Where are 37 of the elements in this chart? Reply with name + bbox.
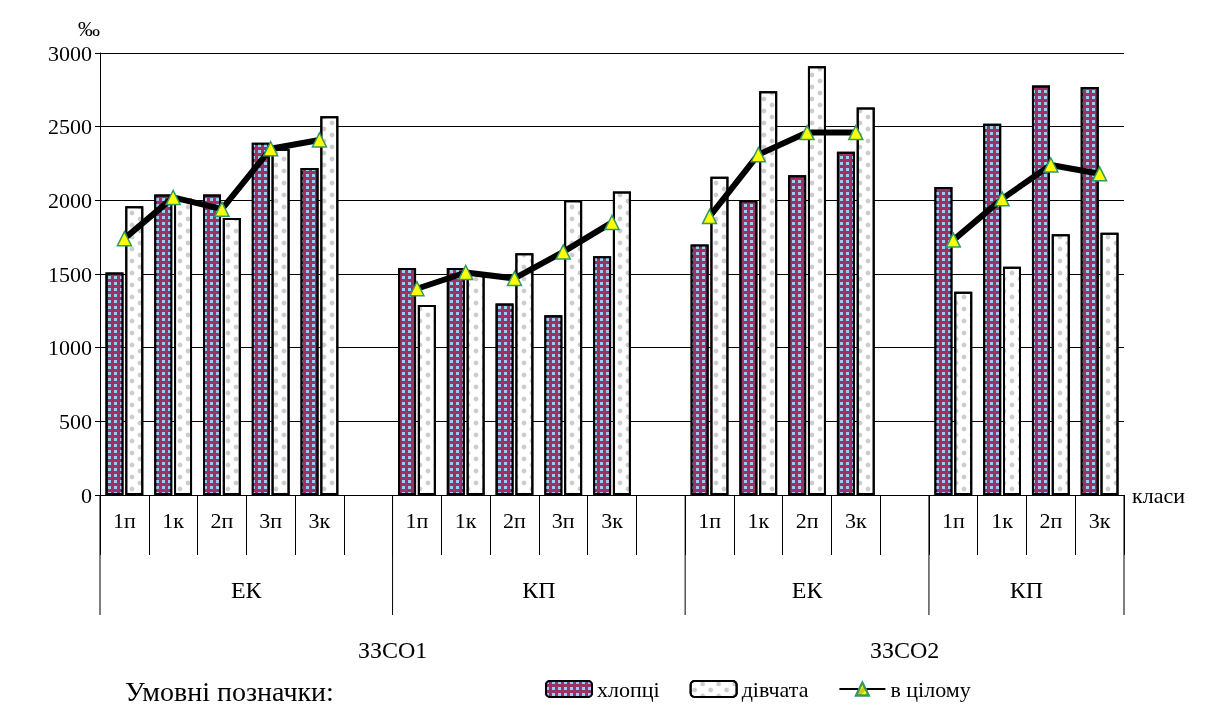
x-axis-title: класи — [1132, 482, 1186, 508]
text: ЕК — [230, 577, 263, 603]
x-tick-label: 3п — [551, 507, 575, 533]
x-tick-label: 3к — [844, 507, 867, 533]
text: КП — [522, 577, 556, 603]
y-tick-label: 2000 — [48, 187, 92, 213]
x-tick-label: 1к — [991, 507, 1014, 533]
y-axis-title: ‰ — [78, 15, 100, 41]
x-tick-label: 2п — [503, 507, 527, 533]
text: ЗЗСО2 — [869, 637, 940, 663]
x-tick-label: 1п — [405, 507, 429, 533]
text: ЕК — [791, 577, 824, 603]
x-tick-label: 1к — [747, 507, 770, 533]
x-tick-label: 3к — [1088, 507, 1111, 533]
y-tick-label: 1000 — [48, 335, 92, 361]
x-tick-label: 2п — [1039, 507, 1063, 533]
x-tick-label: 2п — [795, 507, 819, 533]
x-tick-label: 3к — [308, 507, 331, 533]
x-tick-label: 1п — [112, 507, 136, 533]
y-tick-label: 3000 — [48, 40, 92, 66]
y-tick-label: 2500 — [48, 114, 92, 140]
y-tick-label: 0 — [81, 482, 92, 508]
legend-title: Умовні позначки: — [125, 675, 334, 707]
legend-label: хлопці — [597, 676, 660, 702]
text: КП — [1009, 577, 1044, 603]
y-tick-label: 500 — [59, 408, 92, 434]
text: ЗЗСО1 — [357, 637, 428, 663]
y-tick-label: 1500 — [48, 261, 92, 287]
x-tick-label: 1п — [941, 507, 965, 533]
legend-label: в цілому — [890, 676, 971, 702]
x-tick-label: 1п — [698, 507, 722, 533]
legend-label: дівчата — [741, 676, 809, 702]
x-tick-label: 1к — [454, 507, 477, 533]
x-tick-label: 3к — [601, 507, 624, 533]
x-tick-label: 2п — [210, 507, 234, 533]
x-tick-label: 1к — [162, 507, 185, 533]
x-tick-label: 3п — [259, 507, 283, 533]
